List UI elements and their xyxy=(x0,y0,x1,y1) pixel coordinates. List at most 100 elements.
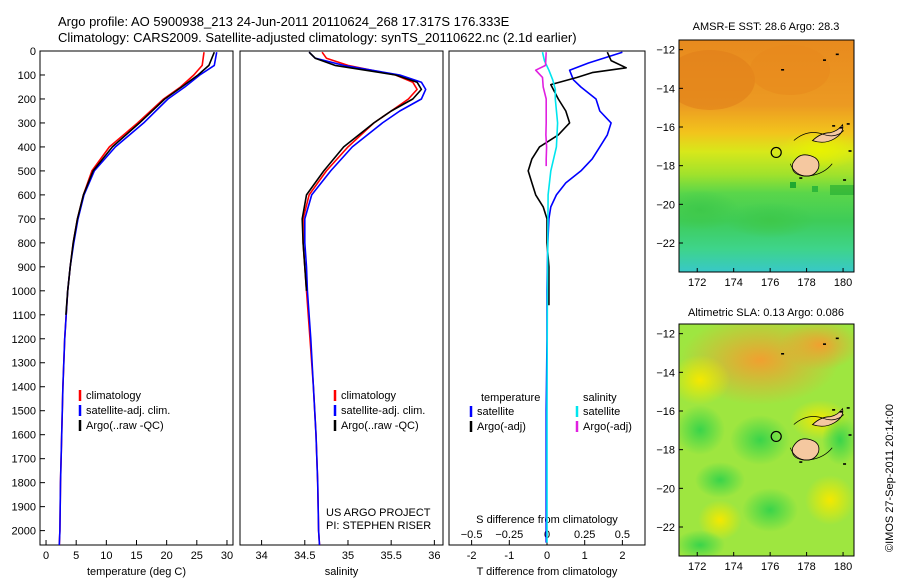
sla-map-x-tick-label: 178 xyxy=(797,561,815,573)
sal-legend-label: Argo(..raw -QC) xyxy=(341,420,419,432)
sla-map-panel: Altimetric SLA: 0.13 Argo: 0.086 172 174 1… xyxy=(656,307,855,573)
sst-map-islet xyxy=(781,69,785,71)
sal-x-tick-label: 34 xyxy=(255,550,267,562)
sst-map-islet xyxy=(832,125,836,127)
temp-x-tick-label: 15 xyxy=(130,550,142,562)
sst-map-x-tick-label: 172 xyxy=(688,277,706,289)
sst-map-islet xyxy=(799,177,803,179)
sal-x-tick-label: 35.5 xyxy=(380,550,401,562)
sst-map-axes: 172 174 176 178 180 −12 −14 −16 −18 −20 −22 xyxy=(656,45,852,289)
sal-series-argo-raw-qc- xyxy=(301,51,423,291)
diff-x-tick-label: 2 xyxy=(619,550,625,562)
sst-map-reef-outline xyxy=(793,130,845,141)
diff-s-tick-label: −0.25 xyxy=(495,529,523,541)
diff-legend-label: satellite xyxy=(583,406,620,418)
sla-map-title: Altimetric SLA: 0.13 Argo: 0.086 xyxy=(688,307,844,319)
sst-map-y-tick-label: −16 xyxy=(656,122,675,134)
sla-map-reef-outline xyxy=(793,414,845,425)
sst-map-y-tick-label: −12 xyxy=(656,45,675,57)
sla-map-y-tick-label: −22 xyxy=(656,522,675,534)
diff-x-axis-label: T difference from climatology xyxy=(477,566,618,578)
sst-map-frame xyxy=(678,39,855,273)
temp-series-argo-raw-qc- xyxy=(65,51,216,315)
diff-legend-label: Argo(-adj) xyxy=(477,421,526,433)
diff-s-tick-label: 0.25 xyxy=(574,529,595,541)
sst-map-island-vanualevu xyxy=(811,123,844,143)
sal-axes-frame xyxy=(239,50,444,546)
sst-map-title: AMSR-E SST: 28.6 Argo: 28.3 xyxy=(693,21,840,33)
sla-map-y-tick-label: −18 xyxy=(656,445,675,457)
sla-map-islands xyxy=(770,337,852,465)
temp-y-tick-label: 500 xyxy=(18,166,36,178)
sla-map-islet xyxy=(823,343,827,345)
temp-x-tick-label: 0 xyxy=(43,550,49,562)
temperature-panel: 0 5 10 15 20 25 30 temperature (deg C) 0 100 200 30… xyxy=(12,46,234,578)
temp-y-tick-label: 100 xyxy=(18,70,36,82)
sla-map-y-tick-label: −12 xyxy=(656,329,675,341)
temp-y-tick-label: 200 xyxy=(18,94,36,106)
temp-x-tick-label: 5 xyxy=(73,550,79,562)
sst-map-reef-outline xyxy=(789,163,833,177)
sla-map-island-vanualevu xyxy=(811,407,844,427)
sst-map-islet xyxy=(823,59,827,61)
sst-map-islet xyxy=(835,53,839,56)
sst-map-y-tick-label: −14 xyxy=(656,83,675,95)
sla-heatmap xyxy=(679,324,854,556)
diff-series-temperature-argo-adj- xyxy=(527,51,628,306)
temp-x-tick-label: 10 xyxy=(100,550,112,562)
temp-y-tick-label: 1100 xyxy=(12,310,36,322)
sst-map-y-tick-label: −20 xyxy=(656,199,675,211)
sla-map-x-tick-label: 174 xyxy=(725,561,743,573)
sst-map-x-tick-label: 174 xyxy=(725,277,743,289)
temp-y-tick-label: 800 xyxy=(18,238,36,250)
diff-x-tick-label: -1 xyxy=(504,550,514,562)
sla-map-islet xyxy=(832,409,836,411)
temp-y-tick-label: 1900 xyxy=(12,502,36,514)
sla-map-islet xyxy=(781,353,785,355)
sst-map-islands xyxy=(770,53,852,181)
sla-map-islet xyxy=(843,463,847,465)
temp-y-tick-label: 300 xyxy=(18,118,36,130)
temp-y-tick-label: 1800 xyxy=(12,478,36,490)
diff-x-tick-label: -2 xyxy=(467,550,477,562)
temp-y-tick-label: 600 xyxy=(18,190,36,202)
temp-x-tick-label: 30 xyxy=(221,550,233,562)
temp-y-tick-label: 1600 xyxy=(12,430,36,442)
sla-map-island-vitilevu xyxy=(791,438,820,461)
temp-legend-label: climatology xyxy=(86,390,142,402)
sal-legend-label: climatology xyxy=(341,390,397,402)
temp-y-tick-label: 1400 xyxy=(12,382,36,394)
diff-s-tick-label: 0.5 xyxy=(615,529,630,541)
sst-map-x-tick-label: 176 xyxy=(761,277,779,289)
salinity-panel: 34 34.5 35 35.5 36 salinity climatology satelli… xyxy=(239,50,444,578)
temp-series-climatology xyxy=(58,52,205,546)
sla-map-frame xyxy=(678,323,855,557)
temp-legend-label: satellite-adj. clim. xyxy=(86,405,170,417)
diff-s-tick-label: −0.5 xyxy=(461,529,483,541)
temp-y-tick-label: 1300 xyxy=(12,358,36,370)
sst-map-x-tick-label: 178 xyxy=(797,277,815,289)
sla-map-y-tick-label: −20 xyxy=(656,483,675,495)
sla-map-y-tick-label: −16 xyxy=(656,406,675,418)
project-credit: US ARGO PROJECT xyxy=(326,507,431,519)
sal-x-tick-label: 36 xyxy=(428,550,440,562)
sal-x-tick-label: 35 xyxy=(342,550,354,562)
temp-y-tick-label: 900 xyxy=(18,262,36,274)
sla-map-axes: 172 174 176 178 180 −12 −14 −16 −18 −20 −22 xyxy=(656,329,852,573)
pi-credit: PI: STEPHEN RISER xyxy=(326,520,431,532)
sst-map-x-tick-label: 180 xyxy=(834,277,852,289)
sla-map-argo-marker xyxy=(770,430,782,443)
temp-y-tick-label: 700 xyxy=(18,214,36,226)
sst-map-islet xyxy=(848,150,852,152)
sst-map-islet xyxy=(846,123,850,125)
temp-y-tick-label: 1500 xyxy=(12,406,36,418)
sst-map-island-vitilevu xyxy=(791,154,820,177)
sla-map-islet xyxy=(839,411,843,413)
sal-series-climatology xyxy=(302,51,418,546)
diff-legend-header-temperature: temperature xyxy=(481,392,540,404)
temp-x-axis-label: temperature (deg C) xyxy=(87,566,186,578)
temp-y-tick-label: 1700 xyxy=(12,454,36,466)
sst-map-argo-marker xyxy=(770,146,782,159)
